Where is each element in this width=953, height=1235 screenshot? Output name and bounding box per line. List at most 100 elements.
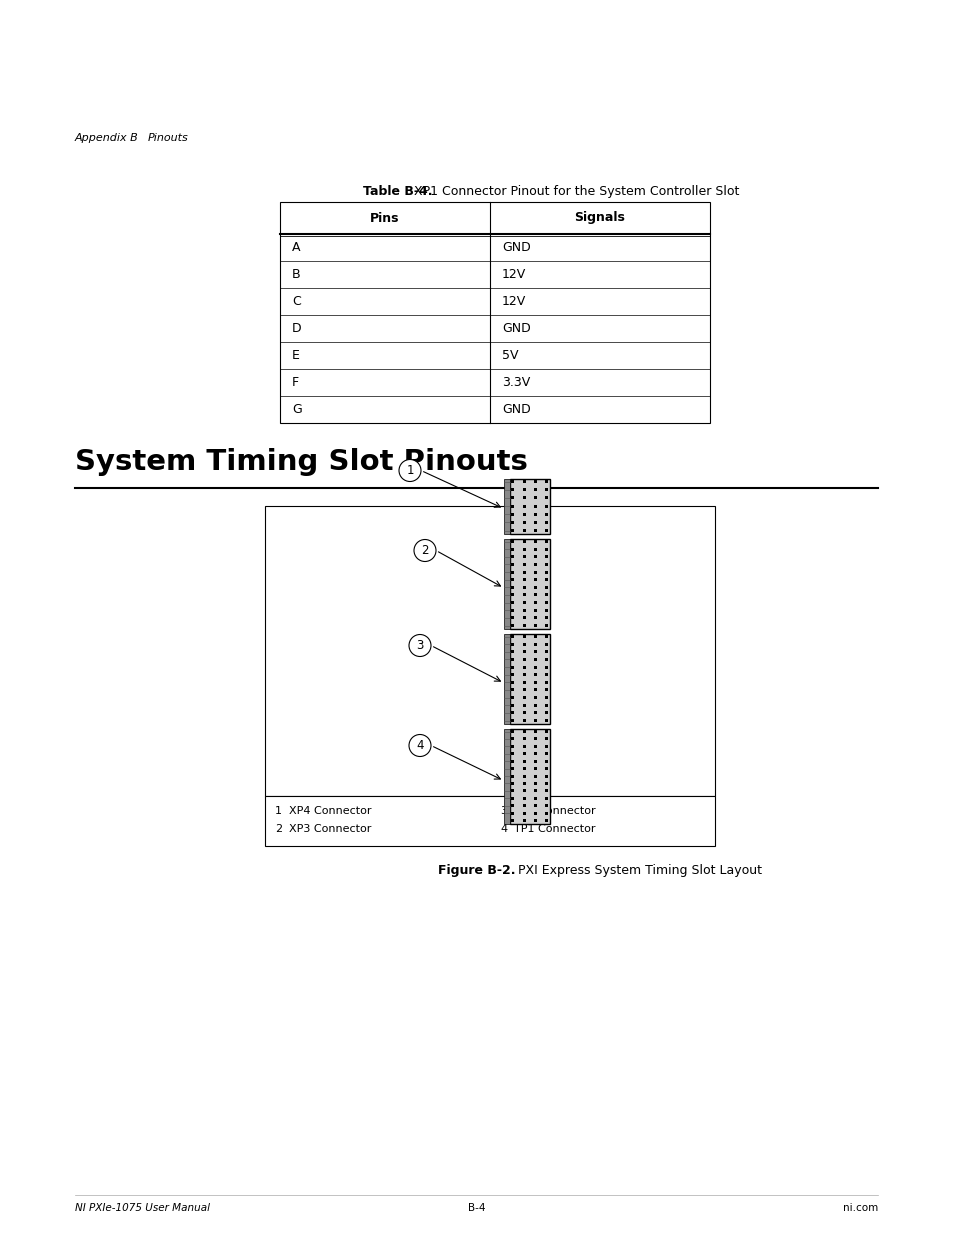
Bar (534, 505, 537, 508)
Bar (511, 811, 514, 815)
Bar (522, 774, 525, 778)
Bar (511, 547, 514, 551)
Text: 1: 1 (274, 806, 282, 816)
Bar (511, 789, 514, 793)
Text: System Timing Slot Pinouts: System Timing Slot Pinouts (75, 448, 527, 475)
Bar (534, 488, 537, 492)
Bar (510, 634, 550, 724)
Bar (545, 624, 548, 627)
Bar (534, 540, 537, 543)
Bar (511, 563, 514, 566)
Bar (522, 711, 525, 714)
Bar (522, 585, 525, 589)
Bar (511, 529, 514, 532)
Bar (534, 547, 537, 551)
Text: 3: 3 (499, 806, 506, 816)
Bar (534, 774, 537, 778)
Bar (522, 624, 525, 627)
Bar (534, 642, 537, 646)
Bar (545, 505, 548, 508)
Bar (503, 538, 510, 629)
Text: 4: 4 (416, 739, 423, 752)
Bar (545, 540, 548, 543)
Bar (511, 760, 514, 763)
Text: Appendix B: Appendix B (75, 133, 138, 143)
Bar (534, 585, 537, 589)
Text: Table B-4.: Table B-4. (363, 185, 432, 198)
Bar (545, 782, 548, 785)
Bar (510, 729, 550, 824)
Bar (522, 673, 525, 677)
Bar (522, 658, 525, 661)
Bar (545, 480, 548, 483)
Bar (522, 789, 525, 793)
Bar (534, 651, 537, 653)
Bar (522, 737, 525, 741)
Bar (545, 563, 548, 566)
Bar (534, 496, 537, 499)
Text: 12V: 12V (501, 268, 526, 282)
Text: XP1 Connector Pinout for the System Controller Slot: XP1 Connector Pinout for the System Cont… (406, 185, 739, 198)
Bar (522, 719, 525, 722)
Bar (545, 556, 548, 558)
Bar (522, 666, 525, 668)
Text: A: A (292, 241, 300, 254)
Bar (522, 513, 525, 516)
Bar (534, 480, 537, 483)
Bar (511, 730, 514, 734)
Bar (534, 673, 537, 677)
Bar (522, 488, 525, 492)
Bar (534, 680, 537, 684)
Bar (511, 651, 514, 653)
Bar (511, 540, 514, 543)
Bar (511, 496, 514, 499)
Bar (522, 697, 525, 699)
Bar (522, 547, 525, 551)
Bar (534, 789, 537, 793)
Bar (522, 563, 525, 566)
Bar (265, 797, 714, 846)
Bar (534, 616, 537, 620)
Bar (522, 505, 525, 508)
Bar (534, 513, 537, 516)
Bar (534, 804, 537, 808)
Bar (534, 624, 537, 627)
Bar (522, 688, 525, 692)
Bar (545, 789, 548, 793)
Bar (545, 804, 548, 808)
Text: B-4: B-4 (468, 1203, 485, 1213)
Bar (534, 752, 537, 756)
Bar (522, 760, 525, 763)
Text: 3.3V: 3.3V (501, 375, 530, 389)
Bar (534, 819, 537, 823)
Bar (522, 521, 525, 524)
Bar (511, 680, 514, 684)
Bar (511, 616, 514, 620)
Bar (534, 711, 537, 714)
Bar (522, 540, 525, 543)
Bar (522, 642, 525, 646)
Bar (534, 697, 537, 699)
Bar (511, 571, 514, 573)
Text: F: F (292, 375, 299, 389)
Bar (545, 711, 548, 714)
Bar (545, 774, 548, 778)
Bar (503, 478, 510, 534)
Text: 2: 2 (274, 824, 282, 834)
Bar (522, 704, 525, 706)
Bar (534, 571, 537, 573)
Text: 12V: 12V (501, 295, 526, 308)
Bar (545, 496, 548, 499)
Bar (522, 635, 525, 638)
Bar (511, 697, 514, 699)
Text: ni.com: ni.com (841, 1203, 877, 1213)
Text: GND: GND (501, 403, 530, 416)
Text: NI PXIe-1075 User Manual: NI PXIe-1075 User Manual (75, 1203, 210, 1213)
Bar (522, 767, 525, 771)
Bar (522, 797, 525, 800)
Bar (534, 737, 537, 741)
Bar (534, 658, 537, 661)
Bar (522, 496, 525, 499)
Bar (511, 578, 514, 582)
Bar (511, 609, 514, 611)
